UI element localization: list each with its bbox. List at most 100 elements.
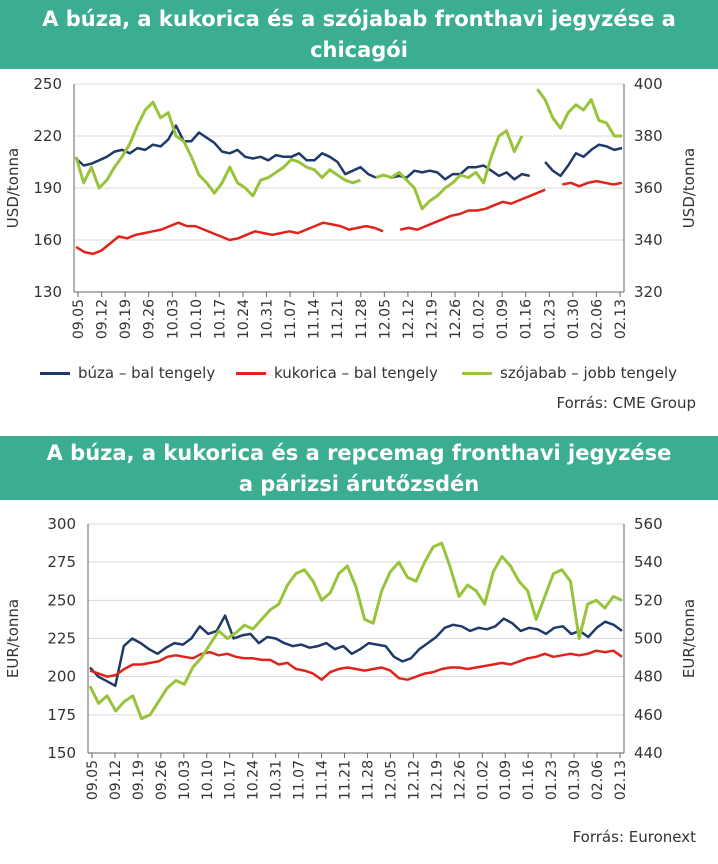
x-tick-label: 01.23	[544, 760, 560, 800]
x-tick-label: 09.12	[95, 299, 111, 339]
x-tick-label: 12.05	[377, 299, 393, 339]
x-tick-label: 01.30	[566, 299, 582, 339]
y2-tick-label: 440	[634, 744, 663, 762]
x-tick-label: 02.13	[613, 299, 629, 339]
x-tick-label: 12.05	[383, 760, 399, 800]
y2-tick-label: 360	[634, 179, 663, 197]
y-axis-label: EUR/tonna	[4, 599, 22, 678]
x-tick-label: 11.07	[283, 299, 299, 339]
y2-tick-label: 320	[634, 283, 663, 301]
x-tick-label: 10.31	[260, 299, 276, 339]
x-tick-label: 12.12	[401, 299, 417, 339]
x-tick-label: 10.03	[177, 760, 193, 800]
x-tick-label: 12.26	[452, 760, 468, 800]
legend-swatch-wheat	[40, 371, 70, 375]
series-line-0	[75, 124, 623, 181]
x-tick-label: 12.19	[429, 760, 445, 800]
x-tick-label: 10.10	[200, 760, 216, 800]
x-tick-label: 11.14	[307, 299, 323, 339]
x-tick-label: 11.14	[315, 760, 331, 800]
y2-tick-label: 540	[634, 553, 663, 571]
x-tick-label: 09.19	[131, 760, 147, 800]
y2-axis-label: EUR/tonna	[680, 599, 698, 678]
x-tick-label: 02.13	[613, 760, 629, 800]
x-tick-label: 10.17	[212, 299, 228, 339]
legend-label-soybean: szójabab – jobb tengely	[500, 364, 678, 382]
y-tick-label: 160	[33, 231, 62, 249]
y-tick-label: 275	[47, 553, 76, 571]
x-tick-label: 11.28	[354, 299, 370, 339]
x-tick-label: 10.17	[223, 760, 239, 800]
y-tick-label: 150	[47, 744, 76, 762]
series-line-0	[89, 614, 623, 688]
x-tick-label: 09.19	[118, 299, 134, 339]
x-tick-label: 01.16	[521, 760, 537, 800]
y2-tick-label: 340	[634, 231, 663, 249]
x-tick-label: 01.23	[542, 299, 558, 339]
y-tick-label: 220	[33, 127, 62, 145]
y2-tick-label: 380	[634, 127, 663, 145]
x-tick-label: 10.24	[236, 299, 252, 339]
y-tick-label: 130	[33, 283, 62, 301]
x-tick-label: 12.19	[424, 299, 440, 339]
y-tick-label: 225	[47, 630, 76, 648]
x-tick-label: 11.21	[330, 299, 346, 339]
chart-1-title: A búza, a kukorica és a szójabab frontha…	[0, 0, 718, 93]
x-tick-label: 01.02	[475, 760, 491, 800]
x-tick-label: 02.06	[590, 760, 606, 800]
chart-1-title-line-2: árutőzsdén	[292, 69, 426, 93]
x-tick-label: 11.07	[292, 760, 308, 800]
series-line-2	[88, 541, 623, 721]
chart-1-plot: 130 160 190 220 250 320 340 360 380 400 09.05 09.12…	[4, 75, 698, 339]
y2-tick-label: 520	[634, 591, 663, 609]
y2-tick-label: 400	[634, 75, 663, 93]
x-tick-label: 10.10	[189, 299, 205, 339]
x-tick-label: 10.24	[246, 760, 262, 800]
legend-item-soybean: szójabab – jobb tengely	[462, 364, 677, 382]
y2-tick-label: 460	[634, 706, 663, 724]
legend-item-corn: kukorica – bal tengely	[236, 364, 438, 382]
legend-label-corn: kukorica – bal tengely	[274, 364, 438, 382]
x-tick-label: 10.03	[165, 299, 181, 339]
chart-2-source: Forrás: Euronext	[572, 828, 696, 846]
y-tick-label: 300	[47, 515, 76, 533]
x-tick-label: 11.21	[338, 760, 354, 800]
legend-swatch-corn	[236, 371, 266, 375]
x-tick-label: 11.28	[360, 760, 376, 800]
series-line-2	[74, 88, 622, 211]
x-tick-label: 09.05	[85, 760, 101, 800]
chart-2-title: A búza, a kukorica és a repcemag frontha…	[0, 436, 718, 500]
x-tick-label: 01.09	[495, 299, 511, 339]
x-tick-label: 01.30	[567, 760, 583, 800]
legend-swatch-soybean	[462, 371, 492, 375]
y-tick-label: 250	[47, 591, 76, 609]
series-line-1	[89, 649, 623, 681]
x-tick-label: 01.02	[472, 299, 488, 339]
legend-label-wheat: búza – bal tengely	[78, 364, 216, 382]
legend-item-wheat: búza – bal tengely	[40, 364, 215, 382]
y-tick-label: 200	[47, 668, 76, 686]
chart-2-title-line-1: A búza, a kukorica és a repcemag frontha…	[46, 441, 672, 465]
x-tick-label: 09.05	[71, 299, 87, 339]
x-tick-label: 12.26	[448, 299, 464, 339]
x-tick-label: 09.26	[154, 760, 170, 800]
chart-1-title-line-1: A búza, a kukorica és a szójabab frontha…	[42, 7, 676, 62]
x-tick-label: 09.26	[142, 299, 158, 339]
chart-1-source: Forrás: CME Group	[556, 394, 697, 412]
y2-axis-label: USD/tonna	[680, 148, 698, 228]
y2-tick-label: 500	[634, 630, 663, 648]
y-tick-label: 250	[33, 75, 62, 93]
y2-tick-label: 560	[634, 515, 663, 533]
y-axis-label: USD/tonna	[4, 148, 22, 228]
x-tick-label: 02.06	[589, 299, 605, 339]
x-tick-label: 01.16	[519, 299, 535, 339]
chart-2-title-line-2: a párizsi árutőzsdén	[238, 472, 480, 496]
y-tick-label: 175	[47, 706, 76, 724]
y2-tick-label: 480	[634, 668, 663, 686]
x-tick-label: 10.31	[269, 760, 285, 800]
series-line-1	[75, 179, 623, 256]
x-tick-label: 01.09	[498, 760, 514, 800]
x-tick-label: 12.12	[406, 760, 422, 800]
y-tick-label: 190	[33, 179, 62, 197]
x-tick-label: 09.12	[108, 760, 124, 800]
